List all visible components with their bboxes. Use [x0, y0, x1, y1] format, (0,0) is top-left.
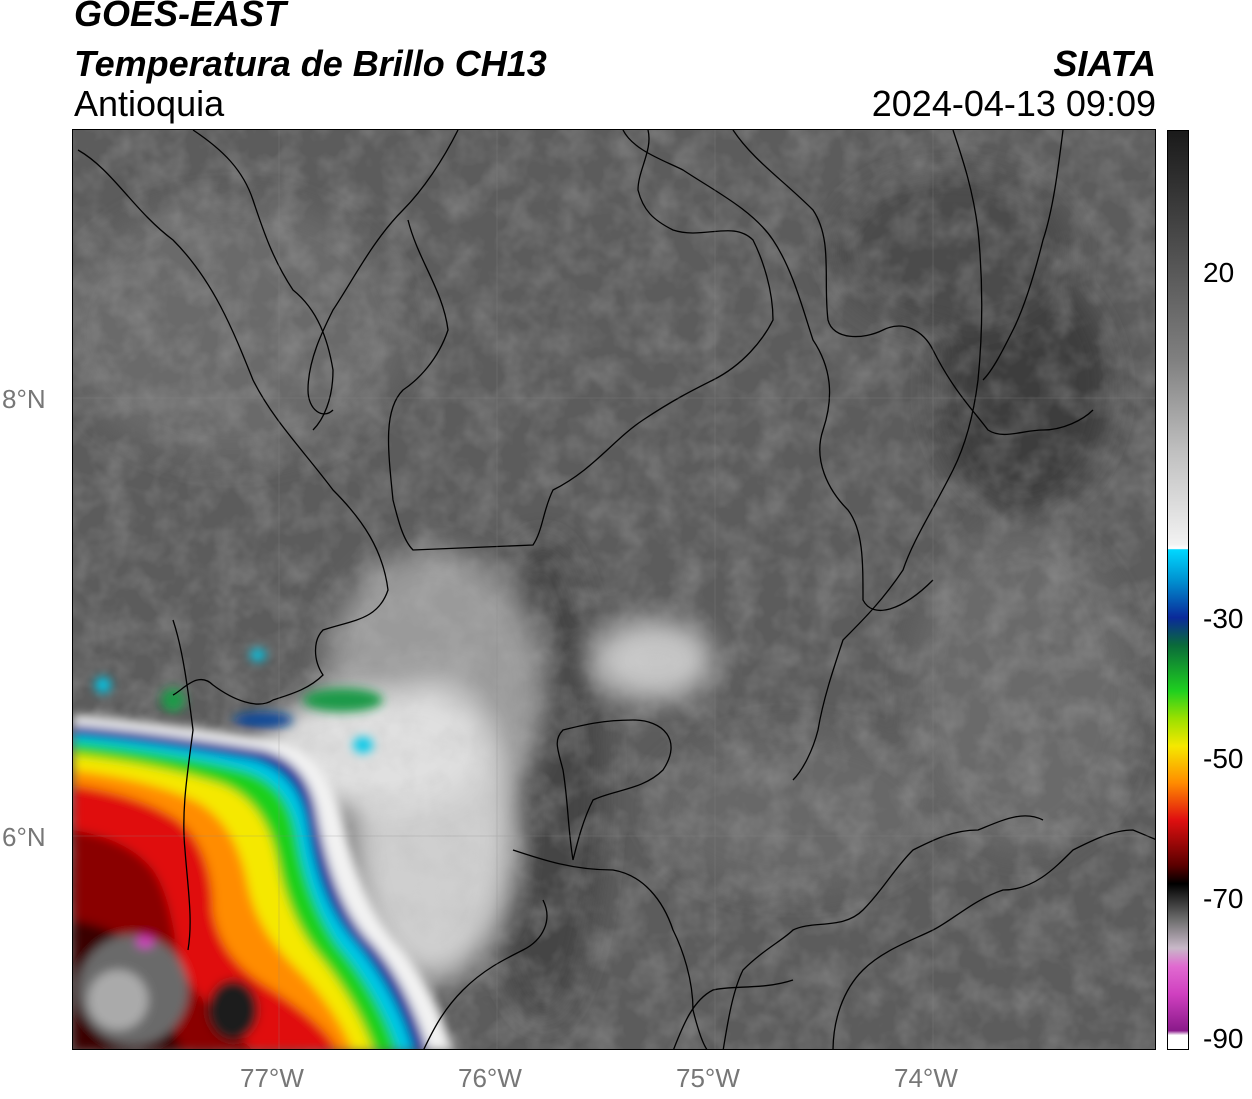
organization-label: SIATA	[1053, 43, 1156, 84]
satellite-map[interactable]	[72, 129, 1156, 1050]
product-title: Temperatura de Brillo CH13	[74, 43, 547, 84]
timestamp-label: 2024-04-13 09:09	[871, 83, 1156, 124]
graticule	[73, 130, 1155, 1049]
colorbar-tick-minus90: -90	[1203, 1023, 1244, 1054]
admin-borders	[77, 130, 1155, 1049]
colorbar-tick-minus50: -50	[1203, 743, 1244, 774]
colorbar-tick-20: 20	[1203, 257, 1235, 288]
lat-label-8n: 8°N	[2, 384, 46, 414]
lon-label-74w: 74°W	[894, 1063, 958, 1093]
cold-cloud-region	[73, 649, 453, 1049]
colorbar	[1167, 130, 1189, 1050]
colorbar-tick-minus30: -30	[1203, 603, 1244, 634]
region-label: Antioquia	[74, 83, 225, 124]
lat-label-6n: 6°N	[2, 822, 46, 852]
satellite-title: GOES-EAST	[74, 0, 287, 34]
lon-label-76w: 76°W	[458, 1063, 522, 1093]
lon-label-75w: 75°W	[676, 1063, 740, 1093]
map-canvas	[73, 130, 1155, 1049]
colorbar-tick-minus70: -70	[1203, 883, 1244, 914]
lon-label-77w: 77°W	[240, 1063, 304, 1093]
